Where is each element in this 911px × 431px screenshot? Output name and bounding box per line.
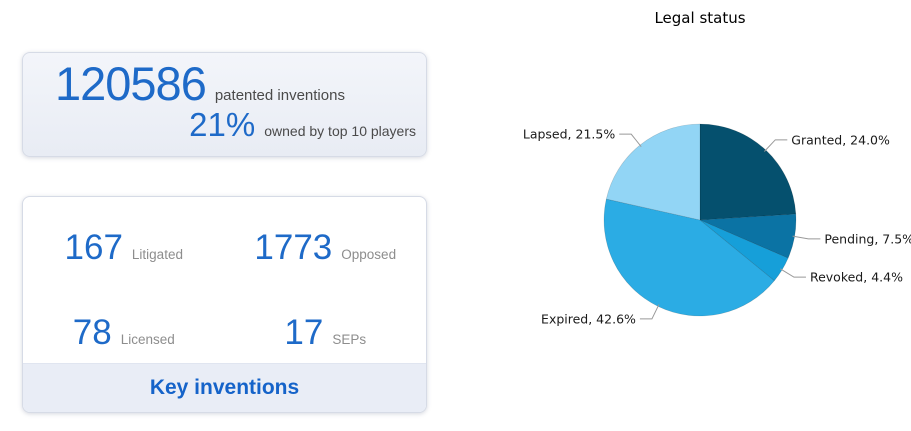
- stat-seps-value: 17: [284, 312, 324, 352]
- pie-leader-line-expired: [639, 304, 660, 320]
- legal-status-pie-chart: Granted, 24.0% Pending, 7.5% Revoked, 4.4%…: [523, 123, 911, 326]
- patented-inventions-row: 120586 patented inventions: [55, 57, 426, 111]
- chart-title: Legal status: [654, 9, 746, 27]
- top-players-row: 21% owned by top 10 players: [23, 106, 426, 144]
- stats-card: 120586 patented inventions 21% owned by …: [22, 52, 427, 157]
- stat-litigated: 167 Litigated: [23, 205, 225, 290]
- stat-licensed-value: 78: [72, 312, 112, 352]
- key-inventions-footer-label: Key inventions: [149, 376, 300, 399]
- stat-licensed-label: Licensed: [120, 331, 175, 347]
- pie-label-revoked: Revoked, 4.4%: [810, 270, 903, 285]
- stat-litigated-label: Litigated: [131, 246, 183, 262]
- stat-litigated-value: 167: [64, 227, 123, 267]
- pie-leader-line-revoked: [780, 268, 806, 278]
- stat-opposed: 1773 Opposed: [225, 205, 427, 290]
- pie-label-granted: Granted, 24.0%: [791, 132, 890, 147]
- pie-leader-line-granted: [763, 139, 788, 152]
- pie-leader-line-pending: [792, 235, 821, 240]
- key-inventions-stats: 167 Litigated 1773 Opposed 78 Licensed 1…: [23, 197, 426, 375]
- stat-seps: 17 SEPs: [225, 290, 427, 375]
- top-players-value: 21%: [189, 106, 256, 144]
- top-players-label: owned by top 10 players: [264, 123, 416, 140]
- key-inventions-footer[interactable]: Key inventions: [23, 363, 426, 412]
- pie-leader-line-lapsed: [619, 133, 642, 147]
- patented-inventions-value: 120586: [55, 57, 207, 110]
- pie-label-pending: Pending, 7.5%: [824, 231, 911, 246]
- stat-opposed-label: Opposed: [341, 246, 397, 262]
- pie-label-expired: Expired, 42.6%: [541, 311, 636, 326]
- pie-label-lapsed: Lapsed, 21.5%: [523, 127, 615, 142]
- pie-slice-granted[interactable]: [699, 123, 797, 221]
- key-inventions-card: 167 Litigated 1773 Opposed 78 Licensed 1…: [22, 196, 427, 413]
- stat-licensed: 78 Licensed: [23, 290, 225, 375]
- stat-seps-label: SEPs: [332, 331, 367, 347]
- patented-inventions-label: patented inventions: [214, 87, 345, 104]
- stat-opposed-value: 1773: [254, 227, 333, 267]
